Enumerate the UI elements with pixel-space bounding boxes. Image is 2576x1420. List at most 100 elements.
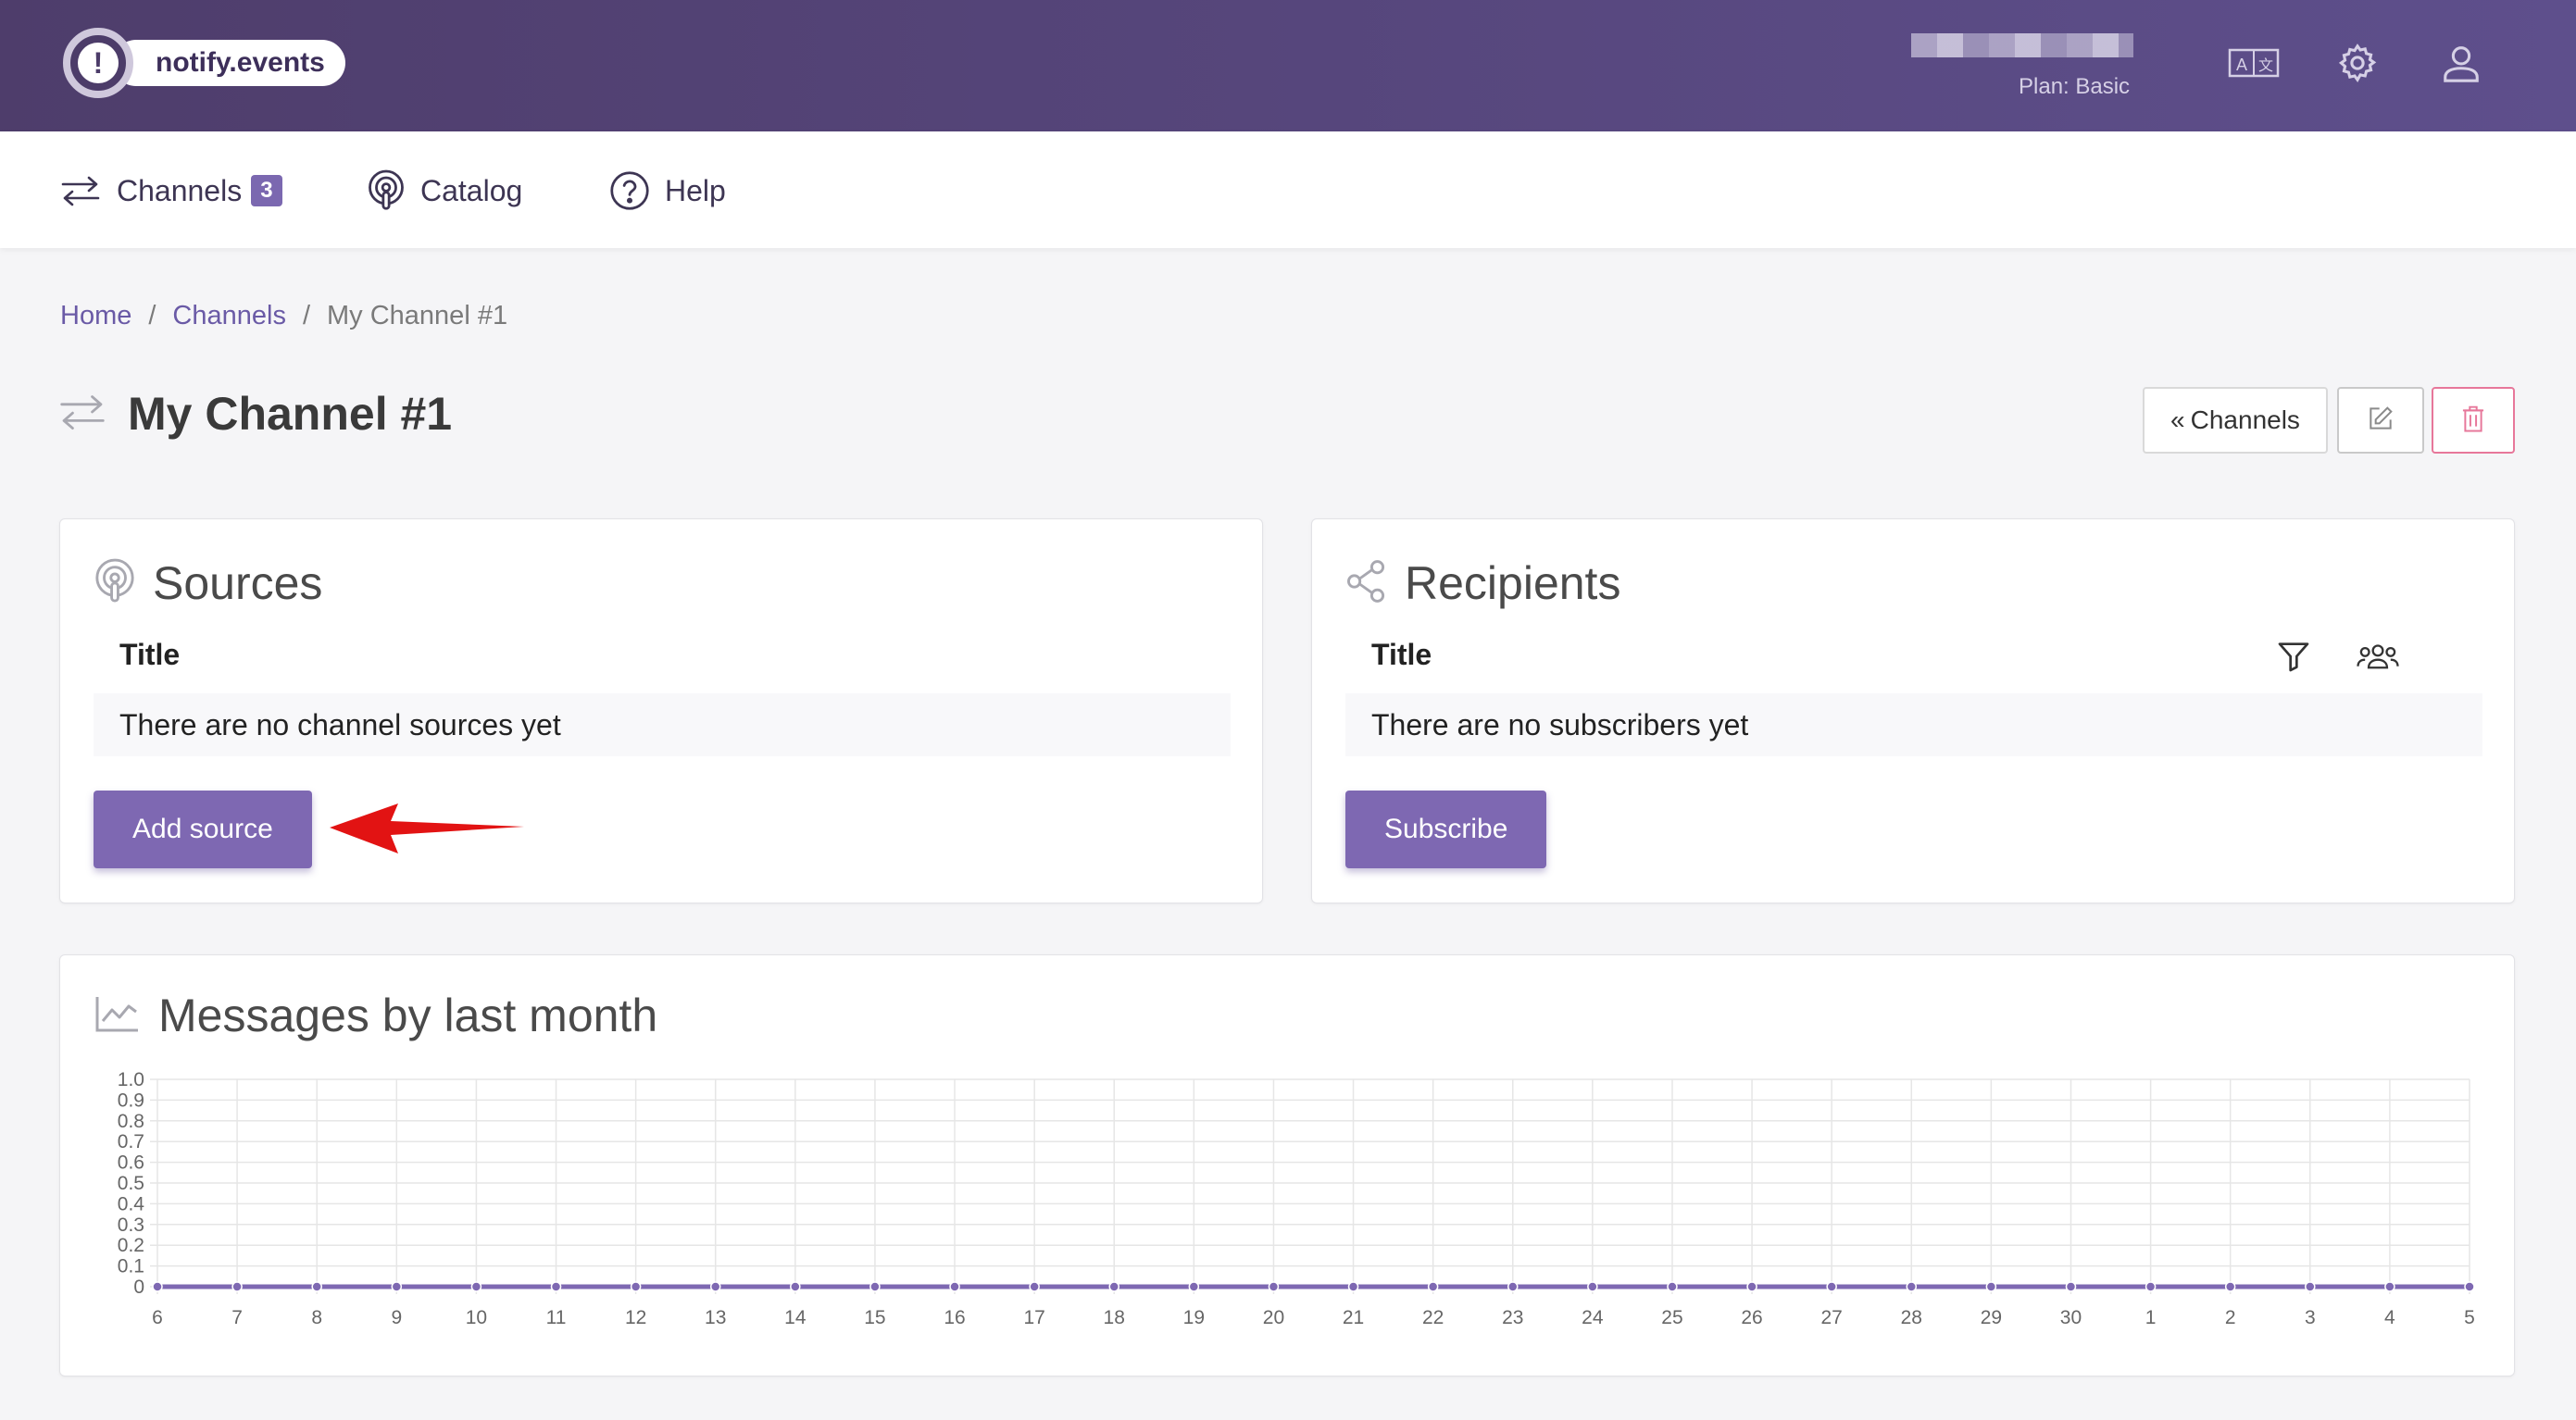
group-users-icon[interactable] — [2357, 638, 2399, 679]
data-point — [1507, 1281, 1519, 1292]
x-tick-label: 18 — [1104, 1307, 1125, 1328]
data-point — [152, 1281, 163, 1292]
sources-column-title: Title — [119, 638, 181, 671]
x-tick-label: 6 — [152, 1307, 163, 1328]
messages-chart: 00.10.20.30.40.50.60.70.80.91.06 7 8 9 10 11 1… — [118, 1069, 2475, 1328]
breadcrumb-separator: / — [148, 301, 156, 330]
gear-icon[interactable] — [2332, 37, 2383, 89]
breadcrumb-channels[interactable]: Channels — [172, 301, 286, 330]
top-header: ! notify.events Plan: Basic A 文 — [0, 0, 2576, 131]
x-tick-label: 9 — [391, 1307, 402, 1328]
x-tick-label: 26 — [1741, 1307, 1762, 1328]
x-tick-label: 12 — [625, 1307, 646, 1328]
add-source-button[interactable]: Add source — [94, 791, 312, 868]
data-point — [709, 1281, 721, 1292]
x-tick-label: 21 — [1343, 1307, 1364, 1328]
data-point — [231, 1281, 243, 1292]
red-arrow-annotation — [330, 803, 524, 853]
subscribe-button[interactable]: Subscribe — [1345, 791, 1547, 868]
x-tick-label: 8 — [311, 1307, 322, 1328]
user-name-blurred — [1911, 33, 2133, 57]
data-point — [2464, 1281, 2475, 1292]
data-point — [391, 1281, 403, 1292]
y-tick-label: 0.4 — [118, 1193, 145, 1214]
nav-channels-label: Channels — [117, 173, 243, 207]
edit-channel-button[interactable] — [2337, 387, 2424, 454]
y-tick-label: 0.2 — [118, 1235, 144, 1256]
recipients-column-title: Title — [1371, 638, 1432, 671]
delete-channel-button[interactable] — [2432, 387, 2515, 454]
x-tick-label: 23 — [1502, 1307, 1523, 1328]
data-point — [630, 1281, 642, 1292]
edit-icon — [2366, 404, 2395, 438]
x-tick-label: 14 — [784, 1307, 807, 1328]
sources-empty-message: There are no channel sources yet — [94, 693, 1231, 756]
y-tick-label: 0 — [133, 1277, 144, 1298]
data-point — [470, 1281, 482, 1292]
back-button-label: Channels — [2190, 405, 2300, 434]
data-point — [1268, 1281, 1280, 1292]
data-point — [2145, 1281, 2157, 1292]
sources-header: Sources — [94, 556, 322, 610]
y-tick-label: 0.6 — [118, 1152, 144, 1174]
data-point — [1347, 1281, 1359, 1292]
y-tick-label: 0.5 — [118, 1173, 144, 1194]
channels-count-badge: 3 — [251, 175, 282, 206]
logo[interactable]: ! notify.events — [63, 22, 345, 104]
breadcrumb-home[interactable]: Home — [60, 301, 132, 330]
double-chevron-left-icon: « — [2170, 405, 2185, 434]
plan-label: Plan: Basic — [2019, 74, 2131, 99]
x-tick-label: 7 — [231, 1307, 243, 1328]
y-tick-label: 0.1 — [118, 1256, 144, 1277]
podcast-icon — [367, 169, 406, 212]
user-icon[interactable] — [2435, 37, 2487, 89]
x-tick-label: 10 — [466, 1307, 487, 1328]
data-point — [1746, 1281, 1757, 1292]
translate-icon[interactable]: A 文 — [2228, 37, 2280, 89]
messages-card: Messages by last month 0 0.1 0.2 0.3 0.4 0.5 0… — [59, 954, 2515, 1376]
logo-icon: ! — [63, 28, 133, 98]
page-title: My Channel #1 — [128, 388, 453, 440]
x-tick-label: 25 — [1661, 1307, 1682, 1328]
data-point — [2305, 1281, 2316, 1292]
data-point — [1587, 1281, 1598, 1292]
y-tick-label: 0.8 — [118, 1111, 144, 1132]
data-point — [2384, 1281, 2395, 1292]
nav-help-label: Help — [665, 173, 726, 207]
y-tick-label: 0.3 — [118, 1214, 144, 1236]
x-tick-label: 4 — [2384, 1307, 2395, 1328]
nav-catalog[interactable]: Catalog — [367, 165, 522, 217]
x-tick-label: 27 — [1820, 1307, 1842, 1328]
question-icon — [609, 170, 650, 211]
nav-help[interactable]: Help — [609, 165, 726, 217]
x-tick-label: 5 — [2464, 1307, 2475, 1328]
data-point — [790, 1281, 801, 1292]
back-to-channels-button[interactable]: « Channels — [2143, 387, 2328, 454]
recipients-header: Recipients — [1345, 556, 1620, 610]
x-tick-label: 28 — [1901, 1307, 1922, 1328]
y-tick-label: 0.7 — [118, 1131, 144, 1152]
filter-icon[interactable] — [2275, 638, 2312, 679]
x-tick-label: 2 — [2225, 1307, 2236, 1328]
data-point — [1985, 1281, 1997, 1292]
swap-arrows-icon — [57, 393, 107, 435]
messages-title: Messages by last month — [158, 990, 658, 1041]
data-point — [869, 1281, 881, 1292]
data-point — [1906, 1281, 1918, 1292]
svg-text:文: 文 — [2258, 56, 2273, 74]
x-tick-label: 11 — [546, 1307, 567, 1328]
line-chart-icon — [94, 993, 142, 1039]
data-point — [311, 1281, 322, 1292]
data-point — [1029, 1281, 1040, 1292]
x-tick-label: 22 — [1422, 1307, 1444, 1328]
y-tick-label: 1.0 — [118, 1069, 144, 1090]
x-tick-label: 16 — [944, 1307, 965, 1328]
data-point — [1108, 1281, 1119, 1292]
main-navbar: Channels 3 Catalog Help — [0, 131, 2576, 248]
nav-channels[interactable]: Channels 3 — [59, 165, 282, 217]
swap-arrows-icon — [59, 175, 102, 206]
x-tick-label: 19 — [1183, 1307, 1205, 1328]
data-point — [2224, 1281, 2236, 1292]
breadcrumb-separator: / — [302, 301, 311, 330]
x-tick-label: 15 — [864, 1307, 885, 1328]
